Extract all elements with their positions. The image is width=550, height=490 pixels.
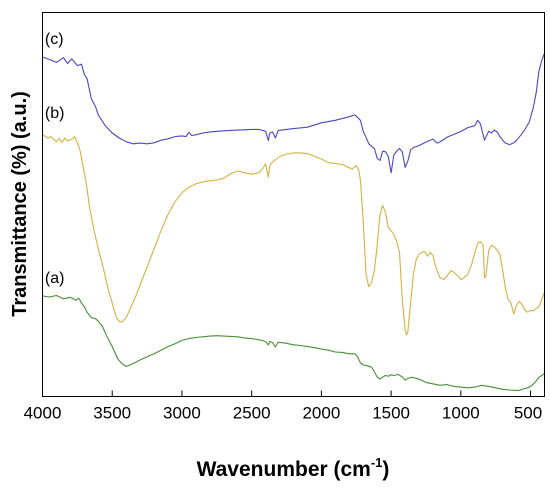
x-tick-label: 2000 — [302, 404, 340, 423]
x-axis-title-superscript: -1 — [371, 455, 383, 470]
x-tick-label: 500 — [514, 404, 542, 423]
series-line-c — [42, 53, 546, 174]
plot-lines — [42, 53, 546, 391]
x-axis-ticks: 4000 3500 3000 2500 2000 1500 1000 500 — [24, 390, 542, 423]
series-label-b: (b) — [45, 105, 65, 122]
series-label-c: (c) — [45, 31, 64, 48]
x-tick-label: 3000 — [163, 404, 201, 423]
series-line-b — [42, 134, 546, 336]
plot-frame — [42, 12, 545, 397]
x-tick-label: 1000 — [442, 404, 480, 423]
x-tick-label: 4000 — [24, 404, 62, 423]
series-label-a: (a) — [45, 270, 65, 287]
y-axis-title: Transmittance (%) (a.u.) — [9, 91, 31, 317]
x-axis-title-main: Wavenumber (cm — [197, 458, 371, 481]
series-line-a — [42, 294, 545, 391]
x-tick-label: 3500 — [93, 404, 131, 423]
series-labels: (c) (b) (a) — [45, 31, 65, 287]
x-tick-label: 1500 — [372, 404, 410, 423]
x-axis-title-end: ) — [382, 458, 389, 481]
x-tick-label: 2500 — [233, 404, 271, 423]
x-axis-title: Wavenumber (cm-1) — [197, 455, 390, 481]
